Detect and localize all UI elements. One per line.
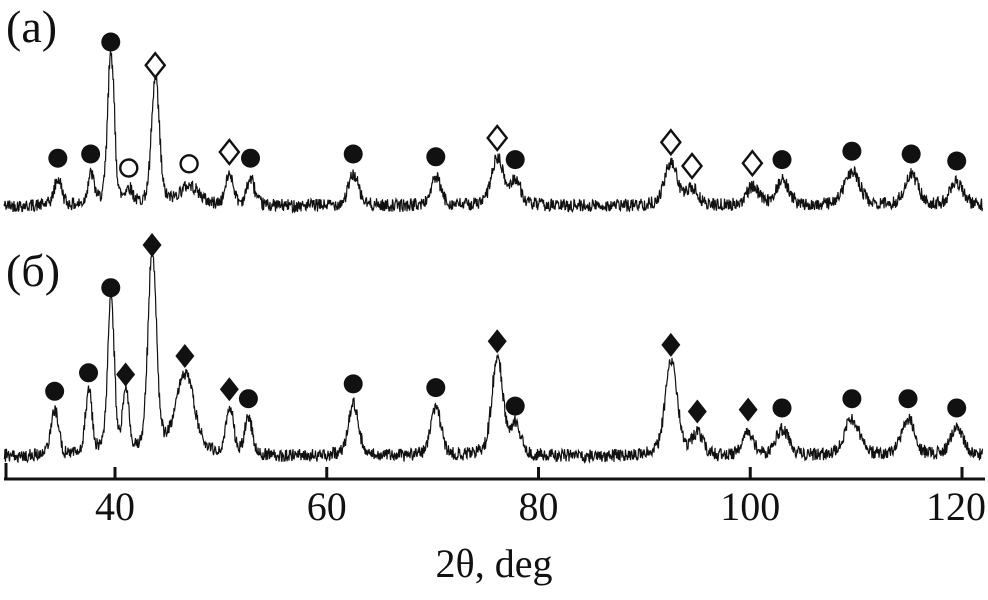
peak-marker-filled-circle <box>947 151 967 171</box>
peak-marker-filled-circle <box>842 389 862 409</box>
peak-marker-open-diamond <box>144 51 167 80</box>
x-tick-label: 80 <box>519 484 559 529</box>
peak-marker-filled-diamond <box>175 344 195 368</box>
peak-marker-filled-circle <box>505 396 525 416</box>
peak-marker-open-circle <box>119 158 139 178</box>
x-axis-label: 2θ, deg <box>435 541 553 586</box>
peak-marker-filled-circle <box>343 144 363 164</box>
peak-marker-filled-circle <box>101 32 121 52</box>
peak-marker-filled-circle <box>101 278 121 298</box>
peak-marker-open-diamond <box>741 149 764 178</box>
peak-marker-open-circle <box>179 154 199 174</box>
peak-marker-open-diamond <box>680 152 704 180</box>
x-tick-label: 120 <box>926 484 986 529</box>
x-tick-label: 100 <box>720 484 780 529</box>
peak-marker-filled-diamond <box>687 399 707 424</box>
trace-b <box>3 248 984 465</box>
peak-marker-filled-circle <box>241 148 261 168</box>
peak-marker-filled-circle <box>505 150 525 170</box>
diffraction-plot: 40 60 80 100 120 <box>3 32 986 529</box>
peak-marker-open-diamond <box>218 138 241 166</box>
peak-marker-filled-diamond <box>487 329 507 354</box>
peak-marker-filled-diamond <box>661 332 681 357</box>
peak-marker-filled-circle <box>898 389 918 409</box>
peak-marker-filled-circle <box>343 374 363 394</box>
peak-marker-open-diamond <box>659 128 682 157</box>
trace-a <box>3 50 984 214</box>
panel-label-a: (a) <box>6 1 58 52</box>
x-tick-label: 60 <box>307 484 347 529</box>
peak-marker-filled-circle <box>238 389 258 409</box>
x-tick-label: 40 <box>95 484 135 529</box>
peak-marker-filled-circle <box>842 141 862 161</box>
peak-marker-filled-circle <box>426 378 446 398</box>
peak-marker-filled-diamond <box>738 397 758 422</box>
peak-marker-filled-circle <box>45 381 65 401</box>
peak-marker-open-diamond <box>486 124 509 152</box>
peak-marker-filled-circle <box>901 144 921 164</box>
peak-marker-filled-circle <box>426 147 446 167</box>
panel-label-b: (б) <box>6 245 61 296</box>
peak-marker-filled-circle <box>79 363 99 383</box>
peak-marker-filled-diamond <box>116 362 136 387</box>
peak-marker-filled-circle <box>81 144 101 164</box>
peak-marker-filled-diamond <box>219 377 239 402</box>
peak-marker-filled-circle <box>772 150 792 170</box>
peak-marker-filled-circle <box>772 398 792 418</box>
peak-marker-filled-circle <box>947 398 967 418</box>
peak-marker-filled-circle <box>48 148 68 168</box>
peak-marker-filled-diamond <box>142 233 162 257</box>
